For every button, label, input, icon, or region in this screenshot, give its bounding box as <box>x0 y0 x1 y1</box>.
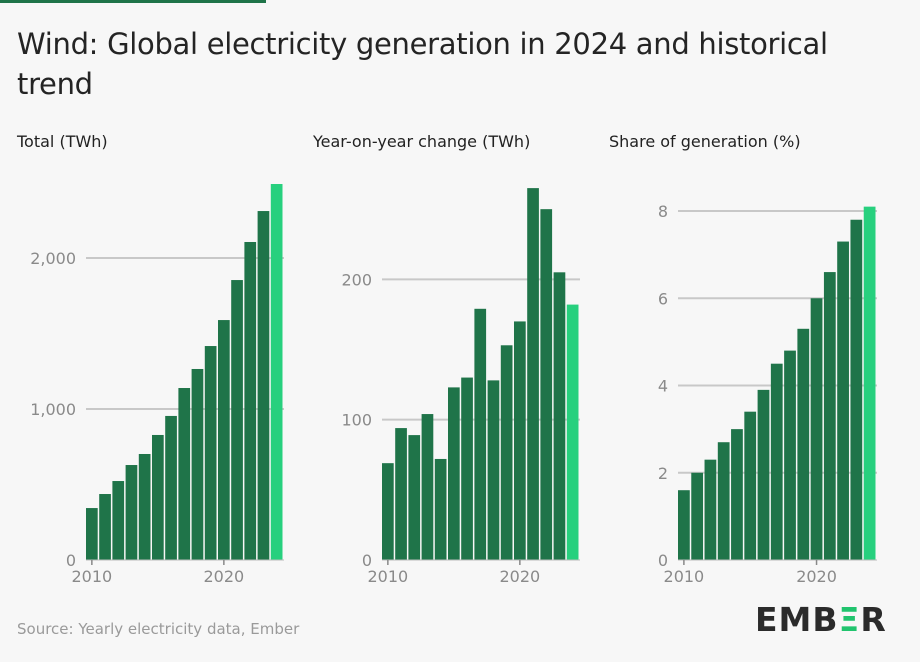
panel-title-yoy: Year-on-year change (TWh) <box>313 132 531 151</box>
bar-2017 <box>178 388 191 560</box>
y-tick-label: 0 <box>66 551 76 570</box>
bar-2014 <box>434 458 447 560</box>
bar-2018 <box>191 368 204 560</box>
x-tick-label: 2010 <box>664 567 705 586</box>
bar-2024 <box>566 304 579 560</box>
x-tick-label: 2010 <box>367 567 408 586</box>
bar-2010 <box>678 490 690 560</box>
bar-2022 <box>837 241 849 560</box>
bar-2020 <box>810 298 823 560</box>
bar-2014 <box>731 429 743 560</box>
y-tick-label: 2,000 <box>30 249 76 268</box>
bar-2016 <box>461 377 473 560</box>
bar-2013 <box>717 442 730 560</box>
ember-logo: EMBΞR <box>755 600 887 639</box>
bar-2022 <box>540 209 553 561</box>
bar-2020 <box>218 320 230 560</box>
y-tick-label: 200 <box>341 270 372 289</box>
y-tick-label: 100 <box>341 411 372 430</box>
bar-2023 <box>553 272 566 560</box>
bar-2012 <box>704 459 717 560</box>
panel-title-total: Total (TWh) <box>17 132 108 151</box>
chart-title: Wind: Global electricity generation in 2… <box>17 27 828 101</box>
panel-title-share: Share of generation (%) <box>609 132 801 151</box>
bar-2022 <box>244 241 257 560</box>
bar-2015 <box>744 411 757 560</box>
bar-2015 <box>448 387 460 560</box>
bar-2013 <box>421 414 434 560</box>
bar-2019 <box>500 345 513 560</box>
y-tick-label: 6 <box>658 289 668 308</box>
bar-2019 <box>204 346 217 560</box>
y-tick-label: 0 <box>362 551 372 570</box>
x-tick-label: 2020 <box>203 567 244 586</box>
bar-2021 <box>231 280 243 560</box>
bar-2020 <box>514 321 526 560</box>
bar-2023 <box>257 211 270 560</box>
x-tick-label: 2010 <box>71 567 112 586</box>
bar-2019 <box>797 328 810 560</box>
bar-2018 <box>784 350 796 560</box>
y-tick-label: 2 <box>658 464 668 483</box>
bar-2024 <box>863 206 876 560</box>
bar-2013 <box>125 465 138 560</box>
bar-2017 <box>474 308 487 560</box>
x-tick-label: 2020 <box>796 567 837 586</box>
y-tick-label: 1,000 <box>30 400 76 419</box>
bar-2021 <box>527 188 539 560</box>
bar-2018 <box>487 380 500 560</box>
bar-2023 <box>850 219 863 560</box>
accent-line <box>0 0 266 3</box>
bar-2017 <box>770 363 783 560</box>
bar-2016 <box>165 415 177 560</box>
bar-2011 <box>99 494 111 560</box>
bar-2011 <box>691 472 704 560</box>
bar-2014 <box>138 453 151 560</box>
bar-2024 <box>270 184 283 560</box>
bar-2012 <box>112 481 125 560</box>
bar-2021 <box>823 272 836 560</box>
y-tick-label: 8 <box>658 202 668 221</box>
bar-2012 <box>408 435 421 560</box>
source-note: Source: Yearly electricity data, Ember <box>17 620 300 638</box>
x-tick-label: 2020 <box>499 567 540 586</box>
bar-2011 <box>395 428 407 560</box>
y-tick-label: 0 <box>658 551 668 570</box>
bar-2015 <box>152 434 164 560</box>
bar-2010 <box>86 508 98 560</box>
bar-2010 <box>382 463 394 560</box>
bar-2016 <box>757 389 770 560</box>
y-tick-label: 4 <box>658 377 668 396</box>
